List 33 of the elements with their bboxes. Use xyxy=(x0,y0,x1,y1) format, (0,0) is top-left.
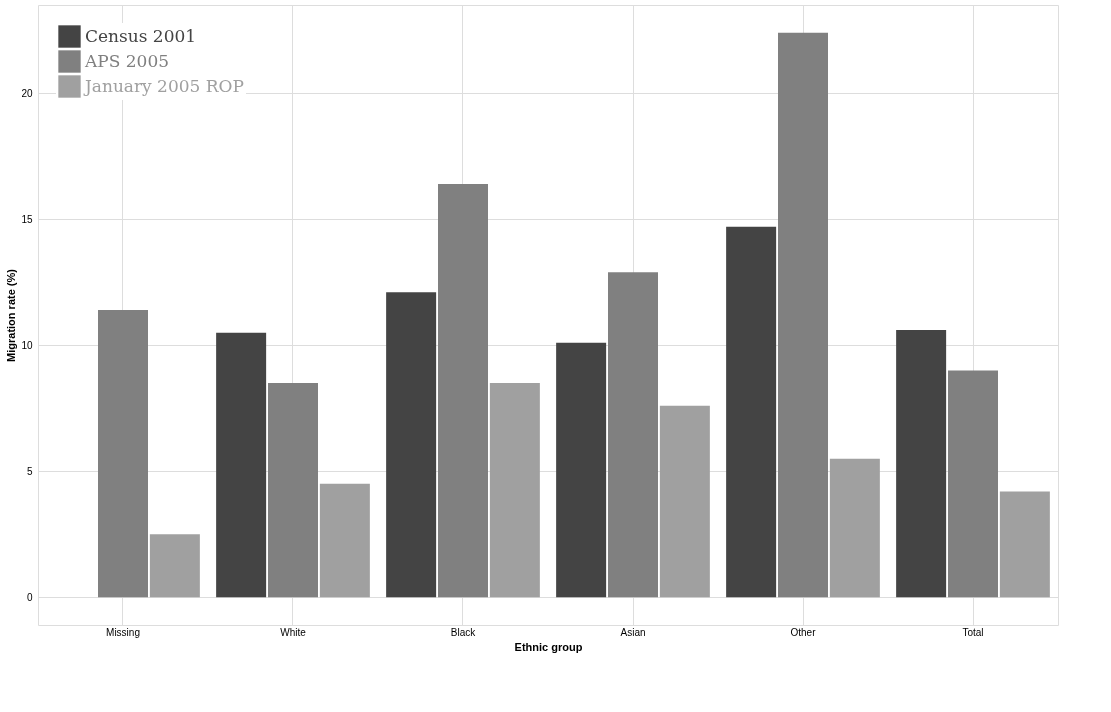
bar xyxy=(999,491,1050,598)
bar xyxy=(726,226,777,598)
legend-label: January 2005 ROP xyxy=(83,75,244,96)
x-tick-label: White xyxy=(280,626,307,638)
bar xyxy=(829,458,880,598)
bar xyxy=(149,534,200,598)
y-tick-label: 20 xyxy=(21,87,33,99)
x-axis-title: Ethnic group xyxy=(514,640,583,653)
bar xyxy=(386,292,437,598)
x-tick-label: Missing xyxy=(106,626,140,638)
legend-label: Census 2001 xyxy=(85,25,197,46)
legend-label: APS 2005 xyxy=(84,50,170,71)
bar xyxy=(216,332,267,598)
bar xyxy=(778,32,828,598)
x-tick-label: Total xyxy=(962,626,984,638)
x-tick-label: Asian xyxy=(620,626,646,638)
x-tick-label: Black xyxy=(450,626,477,638)
y-axis-title: Migration rate (%) xyxy=(5,268,18,362)
bar xyxy=(896,330,947,598)
bar xyxy=(556,342,607,598)
y-tick-label: 15 xyxy=(21,213,33,225)
y-tick-label: 5 xyxy=(26,465,33,477)
bar xyxy=(489,383,540,598)
bar xyxy=(98,309,148,598)
bar xyxy=(438,183,488,598)
x-tick-label: Other xyxy=(790,626,817,638)
bar xyxy=(608,272,658,598)
bar xyxy=(659,405,710,598)
bar xyxy=(268,383,318,598)
y-tick-label: 0 xyxy=(26,591,33,603)
bar xyxy=(948,370,998,598)
y-tick-label: 10 xyxy=(21,339,33,351)
bar xyxy=(319,483,370,598)
